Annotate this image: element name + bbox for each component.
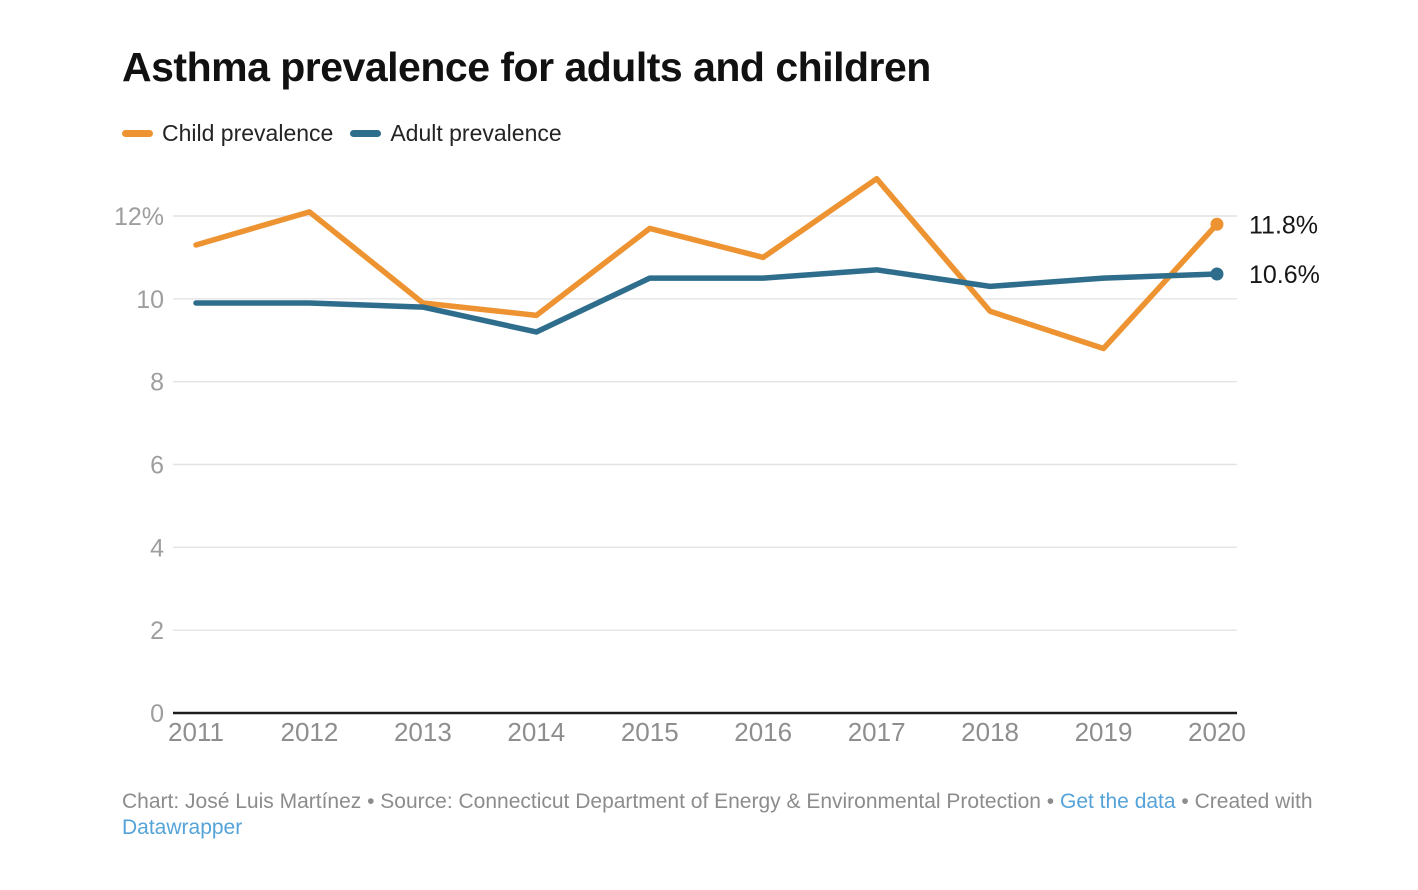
series-line-0 xyxy=(193,175,1220,352)
legend-item-1: Adult prevalence xyxy=(350,120,562,146)
x-axis-tick-label: 2020 xyxy=(1188,717,1246,747)
legend-item-label: Child prevalence xyxy=(162,120,334,146)
legend-item-0: Child prevalence xyxy=(122,122,333,145)
footer-created-with: Created with xyxy=(1194,790,1313,813)
y-axis-tick-label: 6 xyxy=(150,451,164,479)
x-axis-tick-label: 2016 xyxy=(734,717,792,747)
y-axis-tick-label: 12% xyxy=(114,203,164,231)
x-axis-tick-label: 2017 xyxy=(848,717,906,747)
y-axis-tick-label: 10 xyxy=(136,286,164,314)
legend-item-label: Adult prevalence xyxy=(390,120,562,146)
x-axis-tick-label: 2015 xyxy=(621,717,679,747)
end-value-label: 11.8% xyxy=(1249,211,1318,239)
y-axis-tick-label: 8 xyxy=(150,369,164,397)
x-axis-tick-label: 2012 xyxy=(281,717,339,747)
get-the-data-link[interactable]: Get the data xyxy=(1059,790,1176,813)
chart-title: Asthma prevalence for adults and childre… xyxy=(122,44,931,90)
end-point-dot xyxy=(1210,267,1224,281)
y-axis-tick-label: 0 xyxy=(150,700,164,728)
y-axis-tick-label: 2 xyxy=(150,617,164,645)
legend-swatch-icon xyxy=(122,130,153,137)
datawrapper-link[interactable]: Datawrapper xyxy=(122,816,243,839)
legend: Child prevalence Adult prevalence xyxy=(122,122,562,145)
legend-swatch-icon xyxy=(350,130,382,137)
x-axis-tick-label: 2011 xyxy=(168,717,224,747)
y-axis-tick-label: 4 xyxy=(150,534,164,562)
footer-credit-text: Chart: José Luis Martínez • Source: Conn… xyxy=(122,790,1060,813)
x-axis-tick-label: 2014 xyxy=(507,717,565,747)
end-point-dot xyxy=(1210,217,1224,231)
footer-credit: Chart: José Luis Martínez • Source: Conn… xyxy=(122,789,1320,841)
x-axis-tick-label: 2013 xyxy=(394,717,452,747)
x-axis-tick-label: 2018 xyxy=(961,717,1019,747)
x-axis-tick-label: 2019 xyxy=(1075,717,1133,747)
footer-separator: • xyxy=(1175,790,1195,813)
end-value-label: 10.6% xyxy=(1249,261,1320,289)
series-line-1 xyxy=(193,267,1220,335)
